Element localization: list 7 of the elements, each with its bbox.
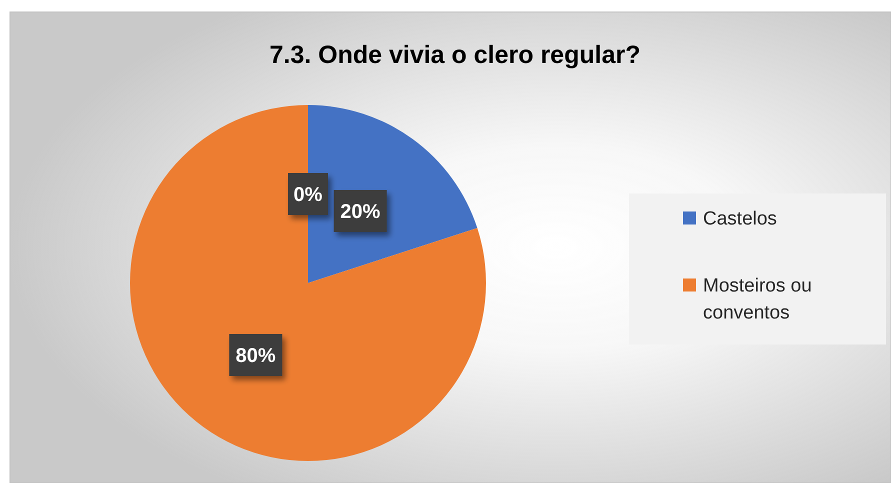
chart-title: 7.3. Onde vivia o clero regular? xyxy=(270,41,640,69)
data-label: 80% xyxy=(236,345,276,368)
data-label: 20% xyxy=(340,200,381,223)
text: 0% xyxy=(294,184,322,206)
legend-label: Mosteiros ou conventos xyxy=(703,276,812,324)
pie-slice xyxy=(130,105,486,461)
legend-label: Castelos xyxy=(703,208,777,230)
